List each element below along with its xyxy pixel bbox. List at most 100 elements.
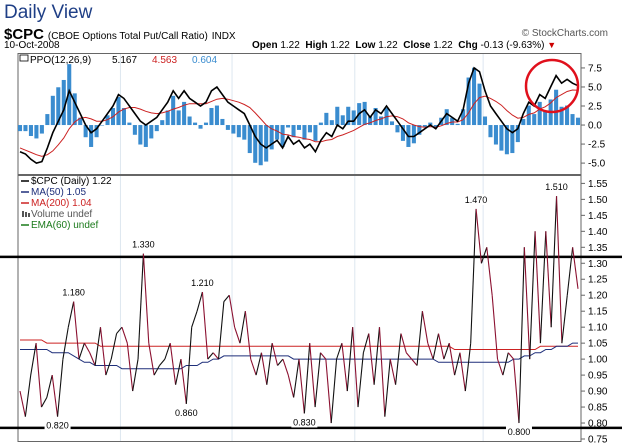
histogram-bar [450,117,455,126]
histogram-bar [565,105,570,126]
ppo-line [19,66,579,164]
price-segment [513,359,520,424]
histogram-bar [61,79,66,126]
histogram-bar [504,125,509,155]
price-segment [545,231,552,328]
histogram-bar [225,125,230,130]
histogram-bar [247,125,252,154]
data-label: 1.470 [465,195,488,205]
price-tick-label: 1.10 [588,323,608,334]
chevron-down-icon[interactable]: ▼ [547,40,557,50]
price-segment [148,343,155,376]
histogram-bar [521,118,526,126]
price-segment [368,333,375,385]
price-segment [389,359,397,385]
data-label-bg [543,181,570,193]
price-y-axis: 1.55 1.50 1.45 1.40 1.35 1.30 1.25 1.20 1.15 1.10… [581,179,608,446]
price-segment [62,327,69,360]
chg-value: -0.13 (-9.63%) [480,40,545,51]
price-segment [529,231,536,360]
data-label: 0.830 [293,417,316,427]
price-segment [459,352,466,392]
price-segment [207,352,214,360]
chg-label: Chg [458,40,478,51]
ppo-tick-label: 7.5 [588,63,602,74]
price-segment [555,196,563,344]
price-segment [405,352,413,360]
price-segment [502,352,509,376]
price-segment [561,295,568,344]
histogram-bar [313,125,318,141]
price-segment [432,333,440,360]
price-segment [228,295,236,328]
ppo-tick-label: -2.5 [588,140,606,151]
price-segment [67,301,75,328]
price-segment [480,247,488,264]
histogram-bar [236,125,241,138]
price-tick-label: 1.50 [588,195,608,206]
price-segment [132,359,139,392]
symbol-description: (CBOE Options Total Put/Call Ratio) [47,31,208,42]
data-label: 1.330 [132,240,155,250]
legend-entry: MA(200) 1.04 [31,198,92,209]
price-segment [496,358,504,376]
histogram-bar [165,110,170,126]
ppo-signal-line [19,89,579,157]
histogram-bar [318,122,323,126]
price-segment [362,333,370,353]
ppo-tick-label: 0.0 [588,121,602,132]
data-label: 1.510 [545,182,568,192]
price-segment [357,352,364,408]
histogram-bar [214,105,219,126]
price-segment [153,365,160,376]
ppo-legend-name: PPO(12,26,9) [30,55,91,66]
data-label: 1.210 [191,278,214,288]
ppo-legend-value-2: 4.563 [152,55,177,66]
histogram-bar [302,125,307,140]
price-segment [277,358,284,366]
histogram-bar [329,120,334,126]
price-tick-label: 1.35 [588,243,608,254]
high-value: 1.22 [330,40,350,51]
price-tick-label: 1.15 [588,307,608,318]
histogram-bar [559,106,564,126]
legend-entry: $CPC (Daily) 1.22 [31,176,112,187]
price-tick-label: 0.95 [588,371,608,382]
histogram-bar [34,125,39,139]
histogram-bar [203,122,209,126]
histogram-bar [526,105,531,126]
price-segment [416,311,423,366]
ppo-panel: 7.5 5.0 2.5 0.0 -2.5 -5.0 PPO(12,26,9) 5.167 … [17,53,606,175]
histogram-bar [482,116,488,126]
ppo-legend-value-1: 5.167 [112,55,137,66]
price-segment [250,358,257,376]
price-segment [137,253,144,360]
price-segment [287,374,295,398]
ppo-legend-value-3: 0.604 [192,55,217,66]
price-segment [448,343,456,376]
legend-entry: MA(50) 1.05 [31,187,86,198]
histogram-bar [411,125,416,144]
histogram-bar [143,125,148,147]
ppo-legend: PPO(12,26,9) 5.167 4.563 0.604 [19,54,217,66]
price-segment [116,326,123,334]
ohlc-summary: Open 1.22 High 1.22 Low 1.22 Close 1.22 … [252,40,556,51]
price-segment [411,358,418,366]
histogram-bar [220,118,225,126]
price-panel: 1.1800.8201.3300.8601.2100.8301.4700.800… [0,175,622,446]
price-segment [518,247,525,424]
price-segment [99,327,107,376]
histogram-bar [362,101,367,126]
histogram-bar [258,125,263,166]
histogram-bar [100,125,105,126]
price-segment [454,352,461,376]
exchange-label: INDX [211,31,236,42]
price-segment [395,333,402,385]
histogram-bar [160,120,165,126]
ma200-line [20,339,578,350]
price-segment [196,291,203,312]
price-segment [30,343,37,376]
symbol-line: $CPC (CBOE Options Total Put/Call Ratio)… [4,26,236,43]
price-segment [169,343,177,385]
price-segment [437,333,445,360]
